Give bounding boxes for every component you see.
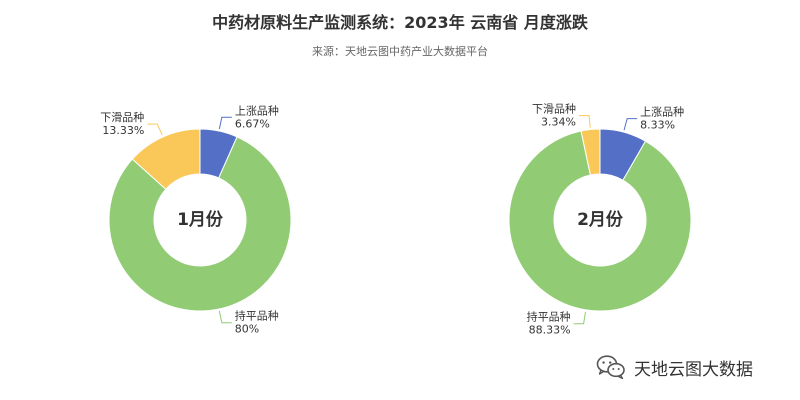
chart-title: 中药材原料生产监测系统：2023年 云南省 月度涨跌: [212, 13, 588, 32]
label-leader-line: [218, 116, 232, 130]
donut-slice: [131, 128, 201, 190]
watermark-text: 天地云图大数据: [634, 359, 753, 380]
slice-label-name: 上涨品种: [235, 103, 279, 117]
label-leader-line: [573, 311, 586, 325]
label-leader-line: [218, 310, 232, 324]
slice-label-value: 3.34%: [541, 116, 576, 129]
donut-slice: [108, 136, 292, 312]
slice-label-value: 13.33%: [102, 124, 144, 137]
slice-label-value: 88.33%: [529, 324, 571, 337]
slice-label-name: 持平品种: [235, 309, 279, 323]
slice-label-value: 6.67%: [235, 117, 270, 130]
chart-subtitle: 来源：天地云图中药产业大数据平台: [312, 45, 488, 58]
wechat-icon: [596, 355, 625, 380]
watermark: 天地云图大数据: [596, 354, 753, 380]
slice-label-name: 持平品种: [527, 310, 571, 324]
label-leader-line: [147, 123, 163, 136]
donut-center-label: 1月份: [177, 209, 224, 230]
label-leader-line: [579, 115, 591, 128]
donut-slice: [580, 128, 601, 176]
label-leader-line: [623, 118, 638, 131]
slice-label-value: 8.33%: [640, 119, 675, 132]
slice-label-name: 上涨品种: [640, 105, 684, 119]
donut-center-label: 2月份: [577, 209, 624, 230]
donut-slice: [508, 130, 692, 312]
slice-label-name: 下滑品种: [100, 110, 144, 124]
slice-label-value: 80%: [235, 323, 259, 336]
slice-label-name: 下滑品种: [532, 102, 576, 116]
